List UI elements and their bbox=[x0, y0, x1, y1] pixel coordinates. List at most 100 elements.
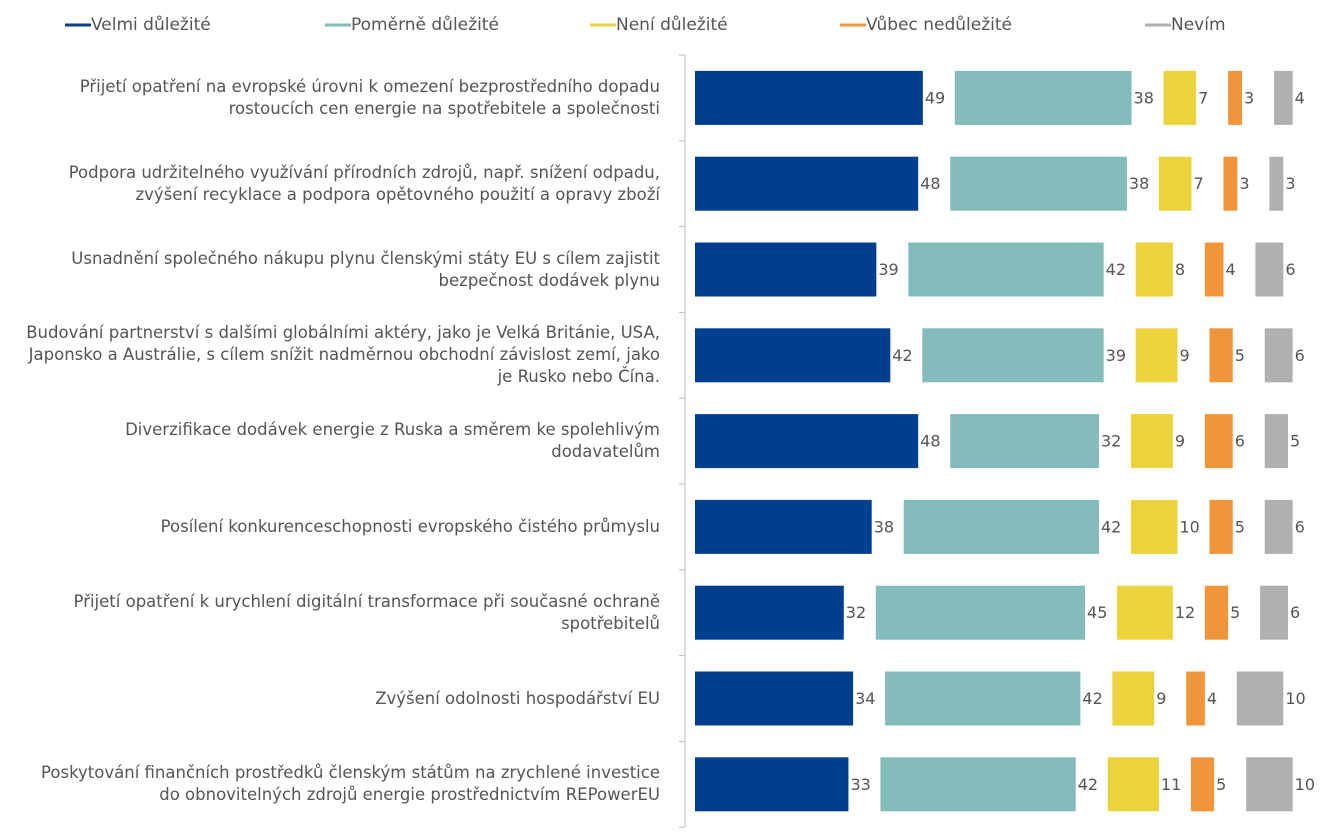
bar bbox=[908, 242, 1104, 297]
bar bbox=[1236, 671, 1284, 726]
value-label: 39 bbox=[1106, 346, 1126, 365]
bar bbox=[885, 671, 1081, 726]
bar bbox=[880, 757, 1076, 812]
category-label: Budování partnerství s dalšími globálním… bbox=[26, 323, 660, 387]
bar bbox=[1228, 70, 1243, 125]
bar bbox=[1260, 585, 1288, 640]
bar bbox=[695, 156, 919, 211]
value-label: 38 bbox=[874, 517, 894, 536]
value-label: 10 bbox=[1295, 775, 1315, 794]
legend-label: Vůbec nedůležité bbox=[866, 15, 1012, 35]
bar bbox=[695, 328, 891, 383]
bar bbox=[1131, 499, 1178, 554]
bar bbox=[1255, 242, 1284, 297]
bar bbox=[1209, 499, 1233, 554]
bar bbox=[1135, 328, 1178, 383]
bar bbox=[1264, 328, 1293, 383]
bar bbox=[695, 499, 872, 554]
bar bbox=[1269, 156, 1284, 211]
value-label: 9 bbox=[1156, 689, 1166, 708]
value-label: 32 bbox=[846, 603, 866, 622]
bar bbox=[1264, 499, 1293, 554]
value-label: 8 bbox=[1175, 260, 1185, 279]
value-label: 3 bbox=[1285, 174, 1295, 193]
value-label: 9 bbox=[1180, 346, 1190, 365]
value-label: 45 bbox=[1087, 603, 1107, 622]
value-label: 5 bbox=[1235, 517, 1245, 536]
bar bbox=[695, 414, 919, 469]
value-label: 5 bbox=[1290, 432, 1300, 451]
bar bbox=[1186, 671, 1205, 726]
value-label: 10 bbox=[1285, 689, 1305, 708]
bar bbox=[1264, 414, 1288, 469]
bar bbox=[1135, 242, 1173, 297]
bar bbox=[922, 328, 1104, 383]
value-label: 11 bbox=[1161, 775, 1181, 794]
bar bbox=[1158, 156, 1192, 211]
category-label: Posílení konkurenceschopnosti evropského… bbox=[160, 516, 660, 536]
value-label: 48 bbox=[920, 432, 940, 451]
bar bbox=[1107, 757, 1159, 812]
category-label: Diverzifikace dodávek energie z Ruska a … bbox=[125, 420, 660, 462]
bar bbox=[1209, 328, 1233, 383]
bar bbox=[954, 70, 1132, 125]
legend-label: Velmi důležité bbox=[91, 15, 211, 35]
value-label: 9 bbox=[1175, 432, 1185, 451]
bar bbox=[950, 156, 1127, 211]
bar bbox=[695, 242, 877, 297]
bar bbox=[1274, 70, 1293, 125]
value-label: 49 bbox=[925, 88, 945, 107]
value-label: 34 bbox=[855, 689, 875, 708]
value-label: 3 bbox=[1244, 88, 1254, 107]
legend-label: Není důležité bbox=[616, 15, 728, 35]
value-label: 6 bbox=[1285, 260, 1295, 279]
value-label: 6 bbox=[1290, 603, 1300, 622]
bar bbox=[950, 414, 1099, 469]
value-label: 42 bbox=[1101, 517, 1121, 536]
value-label: 42 bbox=[1106, 260, 1126, 279]
value-label: 6 bbox=[1295, 517, 1305, 536]
bar bbox=[1204, 414, 1233, 469]
bar bbox=[1204, 242, 1224, 297]
category-label: Poskytování finančních prostředků člensk… bbox=[41, 763, 660, 805]
value-label: 33 bbox=[850, 775, 870, 794]
value-label: 10 bbox=[1180, 517, 1200, 536]
bar bbox=[903, 499, 1099, 554]
value-label: 4 bbox=[1225, 260, 1235, 279]
bar bbox=[1112, 671, 1155, 726]
category-label: Podpora udržitelného využívání přírodníc… bbox=[68, 162, 660, 204]
value-label: 6 bbox=[1235, 432, 1245, 451]
value-label: 32 bbox=[1101, 432, 1121, 451]
category-label: Přijetí opatření k urychlení digitální t… bbox=[73, 591, 660, 633]
value-label: 42 bbox=[1082, 689, 1102, 708]
value-label: 39 bbox=[878, 260, 898, 279]
value-label: 42 bbox=[1078, 775, 1098, 794]
value-label: 4 bbox=[1207, 689, 1217, 708]
bar bbox=[1246, 757, 1293, 812]
value-label: 38 bbox=[1134, 88, 1154, 107]
legend-label: Poměrně důležité bbox=[351, 15, 499, 35]
value-label: 48 bbox=[920, 174, 940, 193]
value-label: 38 bbox=[1129, 174, 1149, 193]
value-label: 5 bbox=[1230, 603, 1240, 622]
value-label: 5 bbox=[1235, 346, 1245, 365]
bar bbox=[1117, 585, 1173, 640]
value-label: 5 bbox=[1216, 775, 1226, 794]
value-label: 6 bbox=[1295, 346, 1305, 365]
legend-label: Nevím bbox=[1171, 15, 1226, 35]
bar bbox=[695, 671, 854, 726]
bar bbox=[1204, 585, 1229, 640]
bar bbox=[695, 585, 844, 640]
bar bbox=[1163, 70, 1197, 125]
bar bbox=[1223, 156, 1238, 211]
bar bbox=[695, 70, 923, 125]
bar bbox=[695, 757, 849, 812]
bar bbox=[1131, 414, 1173, 469]
value-label: 4 bbox=[1295, 88, 1305, 107]
value-label: 12 bbox=[1175, 603, 1195, 622]
category-label: Usnadnění společného nákupu plynu člensk… bbox=[71, 248, 660, 290]
value-label: 7 bbox=[1198, 88, 1208, 107]
value-label: 3 bbox=[1239, 174, 1249, 193]
